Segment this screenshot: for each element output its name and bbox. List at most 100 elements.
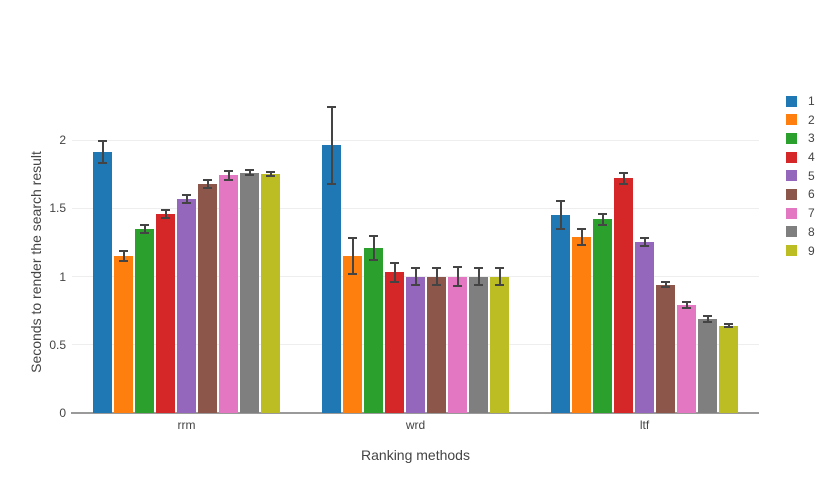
bar-ltf-series-9[interactable] — [719, 325, 738, 413]
bar-rrm-series-6[interactable] — [198, 183, 217, 413]
error-bar-cap-top — [411, 267, 420, 270]
error-bar-cap-bottom — [495, 283, 504, 286]
bar-wrd-series-1[interactable] — [322, 145, 341, 413]
legend-label: 9 — [808, 243, 815, 258]
legend-item-2[interactable]: 2 — [786, 114, 815, 126]
bar-rrm-series-3[interactable] — [135, 228, 154, 413]
legend-item-7[interactable]: 7 — [786, 207, 815, 219]
error-bar — [456, 266, 459, 287]
error-bar-cap-bottom — [140, 231, 149, 234]
error-bar-cap-top — [724, 323, 733, 326]
legend-item-3[interactable]: 3 — [786, 132, 815, 144]
bar-wrd-series-3[interactable] — [364, 247, 383, 413]
legend-swatch — [786, 114, 797, 126]
x-axis-title: Ranking methods — [361, 447, 470, 463]
legend-item-8[interactable]: 8 — [786, 226, 815, 238]
legend-item-5[interactable]: 5 — [786, 170, 815, 182]
bar-wrd-series-7[interactable] — [448, 276, 467, 413]
bar-ltf-series-6[interactable] — [656, 284, 675, 413]
error-bar-cap-top — [598, 212, 607, 215]
error-bar — [351, 238, 354, 274]
bar-rrm-series-4[interactable] — [156, 213, 175, 413]
error-bar-cap-bottom — [703, 320, 712, 323]
legend-label: 1 — [808, 94, 815, 108]
error-bar — [122, 250, 125, 262]
gridline — [72, 139, 759, 141]
bar-rrm-series-2[interactable] — [114, 256, 133, 413]
bar-wrd-series-9[interactable] — [490, 276, 509, 413]
error-bar — [706, 316, 709, 322]
x-tick-label: rrm — [177, 418, 196, 432]
error-bar-cap-bottom — [411, 283, 420, 286]
legend-item-6[interactable]: 6 — [786, 188, 815, 200]
error-bar-cap-top — [182, 193, 191, 196]
y-tick-label: 1.5 — [49, 201, 66, 216]
error-bar — [185, 194, 188, 203]
y-tick-label: 0.5 — [49, 337, 66, 352]
legend-label: 8 — [808, 224, 815, 239]
error-bar-cap-top — [327, 106, 336, 109]
error-bar — [414, 268, 417, 285]
x-tick-label: ltf — [639, 418, 650, 432]
error-bar-cap-bottom — [98, 162, 107, 165]
error-bar-cap-top — [619, 171, 628, 174]
error-bar — [727, 324, 730, 327]
error-bar-cap-top — [682, 301, 691, 304]
bar-rrm-series-1[interactable] — [93, 152, 112, 413]
error-bar — [206, 179, 209, 188]
error-bar-cap-top — [577, 227, 586, 230]
legend-swatch — [786, 95, 797, 107]
bar-ltf-series-2[interactable] — [572, 236, 591, 413]
error-bar-cap-bottom — [182, 201, 191, 204]
error-bar — [435, 268, 438, 285]
legend-item-4[interactable]: 4 — [786, 151, 815, 163]
bar-wrd-series-5[interactable] — [406, 276, 425, 413]
x-tick-label: wrd — [405, 418, 426, 432]
error-bar-cap-bottom — [327, 182, 336, 185]
bar-ltf-series-1[interactable] — [551, 215, 570, 413]
error-bar — [643, 238, 646, 247]
error-bar-cap-bottom — [453, 285, 462, 288]
error-bar-cap-bottom — [432, 283, 441, 286]
y-tick-label: 1 — [59, 269, 66, 284]
error-bar — [143, 224, 146, 233]
bar-wrd-series-8[interactable] — [469, 276, 488, 413]
bar-wrd-series-6[interactable] — [427, 276, 446, 413]
bar-ltf-series-8[interactable] — [698, 318, 717, 413]
error-bar-cap-bottom — [245, 174, 254, 177]
error-bar — [269, 172, 272, 177]
error-bar-cap-bottom — [661, 286, 670, 289]
bar-ltf-series-5[interactable] — [635, 242, 654, 413]
error-bar — [498, 268, 501, 285]
error-bar-cap-bottom — [724, 326, 733, 328]
bar-wrd-series-4[interactable] — [385, 272, 404, 413]
gridline — [72, 207, 759, 209]
legend-item-9[interactable]: 9 — [786, 245, 815, 257]
bar-ltf-series-3[interactable] — [593, 219, 612, 413]
error-bar-cap-top — [266, 171, 275, 174]
error-bar — [559, 201, 562, 229]
error-bar-cap-top — [348, 237, 357, 240]
error-bar — [622, 172, 625, 184]
error-bar-cap-top — [432, 267, 441, 270]
legend-item-1[interactable]: 1 — [786, 95, 815, 107]
error-bar-cap-top — [474, 267, 483, 270]
error-bar-cap-bottom — [682, 306, 691, 309]
legend-swatch — [786, 132, 797, 144]
error-bar — [164, 209, 167, 218]
bar-wrd-series-2[interactable] — [343, 256, 362, 413]
bar-rrm-series-9[interactable] — [261, 174, 280, 413]
error-bar — [685, 302, 688, 308]
error-bar-cap-bottom — [390, 280, 399, 283]
error-bar-cap-bottom — [266, 175, 275, 178]
bar-ltf-series-4[interactable] — [614, 178, 633, 413]
error-bar-cap-top — [369, 234, 378, 237]
error-bar-cap-bottom — [640, 245, 649, 248]
error-bar-cap-bottom — [119, 260, 128, 263]
error-bar-cap-top — [453, 265, 462, 268]
bar-ltf-series-7[interactable] — [677, 305, 696, 413]
bar-rrm-series-5[interactable] — [177, 198, 196, 413]
error-bar-cap-top — [119, 249, 128, 252]
bar-rrm-series-8[interactable] — [240, 172, 259, 413]
bar-rrm-series-7[interactable] — [219, 175, 238, 413]
